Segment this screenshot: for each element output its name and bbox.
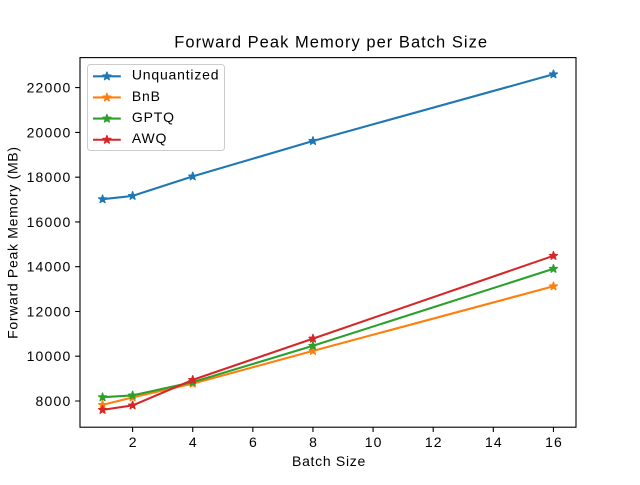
svg-text:GPTQ: GPTQ [132,109,175,125]
svg-text:6: 6 [249,434,257,450]
svg-text:10000: 10000 [27,348,72,364]
svg-text:16000: 16000 [27,214,72,230]
svg-text:Batch Size: Batch Size [292,453,366,469]
svg-text:AWQ: AWQ [132,130,167,146]
svg-text:8: 8 [309,434,317,450]
svg-text:Forward Peak Memory (MB): Forward Peak Memory (MB) [5,146,21,339]
svg-text:18000: 18000 [27,169,72,185]
svg-text:10: 10 [365,434,383,450]
svg-text:2: 2 [129,434,137,450]
svg-text:16: 16 [545,434,563,450]
svg-text:4: 4 [189,434,197,450]
svg-text:Forward Peak Memory per Batch: Forward Peak Memory per Batch Size [174,33,488,51]
svg-text:12000: 12000 [27,304,72,320]
svg-text:20000: 20000 [27,124,72,140]
svg-text:14: 14 [485,434,503,450]
svg-text:14000: 14000 [27,259,72,275]
svg-text:22000: 22000 [27,80,72,96]
svg-text:BnB: BnB [132,88,161,104]
svg-text:Unquantized: Unquantized [132,67,219,83]
svg-text:12: 12 [425,434,443,450]
svg-text:8000: 8000 [36,393,72,409]
